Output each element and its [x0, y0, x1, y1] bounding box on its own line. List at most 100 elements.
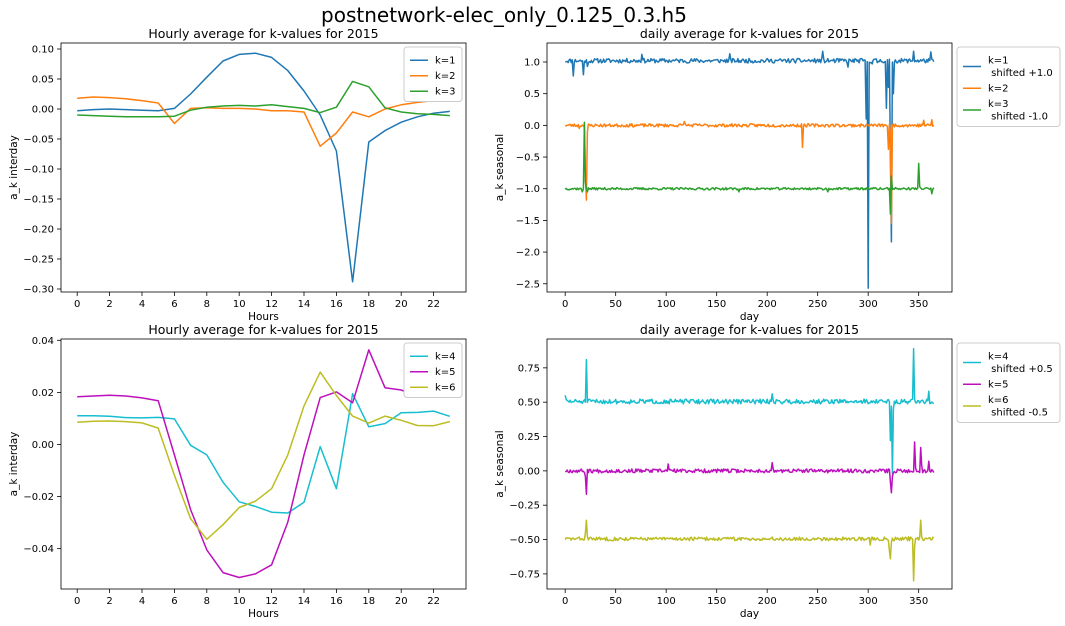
- x-tick-label: 22: [427, 596, 440, 607]
- y-tick-label: 0.25: [518, 432, 540, 443]
- chart-hourly-k4-k6: 0 2 4 6 8 10 12 14 16 18 20 22 −0.04 −0.02 0.00 0.02 0.0…: [8, 322, 467, 620]
- series-line-k=5: [564, 441, 935, 495]
- chart-title: daily average for k-values for 2015: [640, 26, 859, 41]
- chart-daily-k4-k6: 0 50 100 150 200 250 300 350 −0.75 −0.50 −0.25 0.00…: [494, 322, 1061, 620]
- series-line-k=5: [77, 349, 450, 579]
- x-axis-label: day: [740, 311, 759, 323]
- legend-label: k=5: [435, 367, 456, 378]
- chart-hourly-k1-k3: 0 2 4 6 8 10 12 14 16 18 20 22 −0.30 −0.25 −0.20 −0.15 −…: [8, 26, 467, 323]
- legend: k=4 k=5 k=6: [403, 342, 463, 398]
- legend-label: shifted -0.5: [988, 408, 1048, 419]
- chart-title: daily average for k-values for 2015: [640, 322, 859, 337]
- x-tick-label: 350: [909, 299, 928, 310]
- legend-label: k=3: [988, 99, 1009, 110]
- x-tick-label: 300: [859, 596, 878, 607]
- x-tick-label: 10: [233, 299, 246, 310]
- legend-label: k=6: [435, 383, 456, 394]
- y-axis-label: a_k interday: [8, 432, 20, 497]
- x-tick-label: 250: [808, 299, 827, 310]
- y-tick-label: −0.10: [23, 165, 54, 176]
- series-line-k=1: [565, 50, 935, 289]
- x-tick-label: 14: [298, 299, 311, 310]
- chart-title: Hourly average for k-values for 2015: [148, 322, 378, 337]
- x-tick-label: 10: [233, 596, 246, 607]
- y-tick-label: −0.30: [23, 285, 54, 296]
- y-tick-label: 0.10: [32, 45, 54, 56]
- y-tick-label: −1.5: [516, 216, 540, 227]
- series-line-k=6: [564, 519, 935, 582]
- x-tick-label: 100: [657, 596, 676, 607]
- x-tick-label: 16: [330, 596, 343, 607]
- chart-daily-k1-k3: 0 50 100 150 200 250 300 350 −2.5 −2.0 −1.5 −1.0 −0.…: [494, 26, 1061, 323]
- x-tick-label: 250: [808, 596, 827, 607]
- series-line-k=1: [77, 52, 450, 283]
- y-tick-label: −0.50: [509, 535, 540, 546]
- series-line-k=3: [564, 121, 935, 215]
- plot-frame: [546, 338, 953, 590]
- x-tick-label: 50: [609, 596, 622, 607]
- y-axis-label: a_k interday: [8, 135, 20, 200]
- x-tick-label: 150: [707, 299, 726, 310]
- x-axis-label: Hours: [248, 608, 279, 620]
- series-line-k=3: [77, 80, 450, 118]
- y-axis-label: a_k seasonal: [494, 430, 506, 497]
- x-tick-label: 0: [562, 596, 568, 607]
- legend-label: k=1: [435, 56, 456, 67]
- legend-label: shifted +1.0: [988, 68, 1053, 79]
- x-tick-label: 6: [171, 299, 177, 310]
- x-tick-label: 200: [758, 299, 777, 310]
- series-line-k=4: [77, 392, 451, 514]
- y-tick-label: −0.75: [509, 569, 540, 580]
- series-line-k=4: [564, 347, 935, 475]
- y-tick-label: −0.05: [23, 135, 54, 146]
- y-tick-label: 1.0: [524, 58, 540, 69]
- x-tick-label: 100: [657, 299, 676, 310]
- plot-frame: [546, 42, 953, 293]
- y-tick-label: 0.0: [524, 121, 540, 132]
- x-tick-label: 12: [265, 299, 278, 310]
- x-tick-label: 0: [74, 299, 80, 310]
- x-tick-label: 4: [139, 596, 145, 607]
- x-tick-label: 16: [330, 299, 343, 310]
- legend-label: k=2: [988, 84, 1009, 95]
- x-tick-label: 0: [74, 596, 80, 607]
- y-tick-label: 0.50: [518, 398, 540, 409]
- series-line-k=2: [564, 118, 935, 225]
- y-tick-label: 0.5: [524, 89, 540, 100]
- x-tick-label: 300: [859, 299, 878, 310]
- y-tick-label: 0.00: [32, 105, 54, 116]
- y-tick-label: 0.05: [32, 75, 54, 86]
- series-line-k=2: [77, 96, 450, 147]
- y-tick-label: −1.0: [516, 184, 540, 195]
- figure-title: postnetwork-elec_only_0.125_0.3.h5: [321, 3, 687, 27]
- x-tick-label: 200: [758, 596, 777, 607]
- legend-label: k=2: [435, 71, 456, 82]
- x-tick-label: 0: [562, 299, 568, 310]
- y-tick-label: −0.02: [23, 492, 54, 503]
- y-tick-label: 0.04: [32, 336, 54, 347]
- legend-box: [956, 46, 1061, 127]
- y-tick-label: −2.5: [516, 279, 540, 290]
- legend-label: k=4: [988, 352, 1009, 363]
- legend: k=1 shifted +1.0 k=2 k=3 shifted -1.0: [956, 46, 1061, 127]
- series-line-k=6: [77, 371, 450, 541]
- legend: k=1 k=2 k=3: [403, 46, 463, 102]
- legend-label: shifted +0.5: [988, 364, 1053, 375]
- x-tick-label: 50: [609, 299, 622, 310]
- y-tick-label: −0.25: [23, 255, 54, 266]
- y-tick-label: −0.25: [509, 501, 540, 512]
- y-tick-label: 0.75: [518, 363, 540, 374]
- legend-label: k=6: [988, 395, 1009, 406]
- chart-title: Hourly average for k-values for 2015: [148, 26, 378, 41]
- x-tick-label: 14: [298, 596, 311, 607]
- x-tick-label: 6: [171, 596, 177, 607]
- x-tick-label: 22: [427, 299, 440, 310]
- legend-label: k=3: [435, 87, 456, 98]
- y-axis-label: a_k seasonal: [494, 134, 506, 201]
- legend: k=4 shifted +0.5 k=5 k=6 shifted -0.5: [956, 342, 1061, 423]
- x-axis-label: day: [740, 608, 759, 620]
- x-tick-label: 2: [106, 299, 112, 310]
- x-tick-label: 8: [204, 299, 210, 310]
- x-tick-label: 350: [909, 596, 928, 607]
